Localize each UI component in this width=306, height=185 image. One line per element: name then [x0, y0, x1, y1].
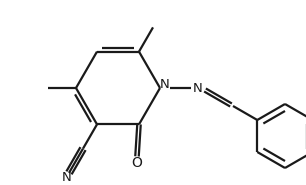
- Text: O: O: [132, 156, 142, 170]
- Text: N: N: [160, 78, 170, 92]
- Text: N: N: [62, 171, 71, 184]
- Text: N: N: [193, 82, 203, 95]
